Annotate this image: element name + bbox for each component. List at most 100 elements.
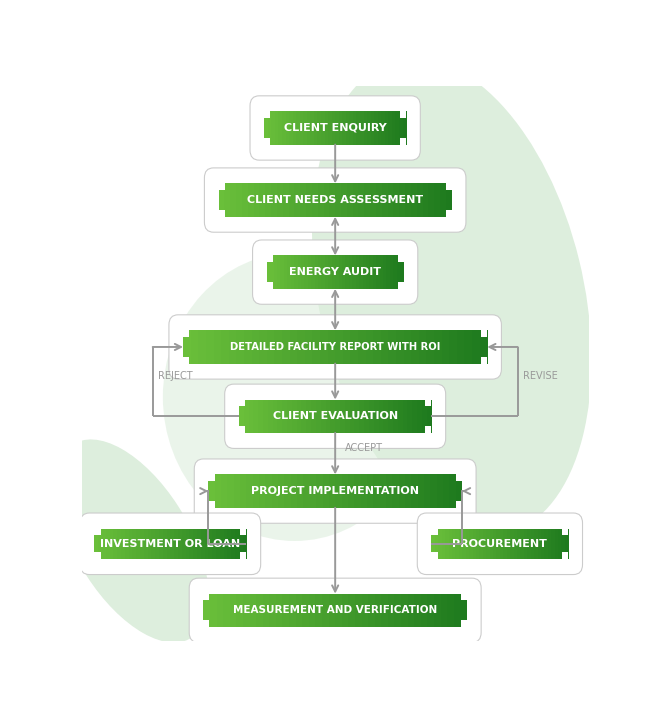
Bar xyxy=(356,256,360,289)
Bar xyxy=(440,184,447,217)
Bar xyxy=(270,256,274,289)
Bar xyxy=(434,594,441,627)
Bar xyxy=(507,528,511,559)
Bar xyxy=(530,528,534,559)
Bar xyxy=(221,474,228,508)
Bar xyxy=(354,474,361,508)
Bar xyxy=(282,112,286,145)
Bar xyxy=(113,528,118,559)
Bar xyxy=(294,256,298,289)
Bar xyxy=(376,256,380,289)
Bar xyxy=(125,528,129,559)
Bar xyxy=(399,112,403,145)
Bar xyxy=(432,528,438,535)
Bar xyxy=(396,112,400,145)
Bar xyxy=(110,528,114,559)
Bar xyxy=(562,528,568,535)
Bar xyxy=(328,594,336,627)
Bar xyxy=(315,256,318,289)
Bar xyxy=(244,400,249,433)
Bar xyxy=(544,528,548,559)
Bar xyxy=(534,528,538,559)
Bar xyxy=(350,400,355,433)
Bar xyxy=(289,112,293,145)
Bar xyxy=(307,112,311,145)
Bar xyxy=(310,474,317,508)
Bar xyxy=(345,256,349,289)
Bar xyxy=(267,282,273,289)
Bar xyxy=(242,184,249,217)
Bar xyxy=(279,112,283,145)
Bar xyxy=(228,528,232,559)
Bar xyxy=(317,112,322,145)
Bar xyxy=(297,474,304,508)
Bar xyxy=(312,184,318,217)
Bar xyxy=(230,184,237,217)
Bar xyxy=(455,528,459,559)
Bar xyxy=(339,256,343,289)
Bar xyxy=(276,594,283,627)
Bar xyxy=(209,474,215,481)
Bar xyxy=(267,400,273,433)
Bar xyxy=(324,184,330,217)
Text: MEASUREMENT AND VERIFICATION: MEASUREMENT AND VERIFICATION xyxy=(233,606,438,616)
Bar xyxy=(332,256,336,289)
Text: ENERGY AUDIT: ENERGY AUDIT xyxy=(289,267,381,277)
Bar xyxy=(367,112,371,145)
Bar xyxy=(446,184,453,217)
Bar xyxy=(368,594,375,627)
Bar xyxy=(191,330,199,364)
Bar xyxy=(385,112,389,145)
Bar xyxy=(322,474,330,508)
Bar xyxy=(205,528,209,559)
Bar xyxy=(239,400,244,433)
Bar xyxy=(375,594,382,627)
Bar xyxy=(351,330,358,364)
Bar xyxy=(473,528,477,559)
Bar xyxy=(426,400,432,433)
Bar xyxy=(411,330,419,364)
Bar xyxy=(388,594,395,627)
Bar xyxy=(342,112,347,145)
Bar xyxy=(472,330,480,364)
Bar xyxy=(383,400,388,433)
Text: CLIENT EVALUATION: CLIENT EVALUATION xyxy=(273,411,398,421)
Bar xyxy=(213,528,216,559)
Bar xyxy=(320,330,328,364)
Bar xyxy=(392,474,399,508)
Bar xyxy=(136,528,141,559)
Bar xyxy=(404,330,412,364)
Text: DETAILED FACILITY REPORT WITH ROI: DETAILED FACILITY REPORT WITH ROI xyxy=(230,342,440,352)
Text: ACCEPT: ACCEPT xyxy=(345,443,383,453)
Bar xyxy=(284,256,288,289)
Bar xyxy=(565,528,569,559)
Bar xyxy=(388,400,394,433)
Bar xyxy=(311,256,315,289)
Bar xyxy=(407,594,415,627)
Bar xyxy=(148,528,152,559)
Bar xyxy=(316,400,321,433)
Bar xyxy=(428,184,435,217)
Bar xyxy=(300,112,303,145)
Bar xyxy=(318,184,324,217)
Bar xyxy=(411,184,417,217)
Bar xyxy=(277,400,283,433)
Bar xyxy=(330,184,336,217)
Bar xyxy=(287,400,292,433)
Text: PROJECT IMPLEMENTATION: PROJECT IMPLEMENTATION xyxy=(251,486,419,496)
Bar xyxy=(229,330,237,364)
Bar xyxy=(426,330,434,364)
Bar xyxy=(393,256,397,289)
Bar xyxy=(349,256,353,289)
Bar xyxy=(405,474,412,508)
Bar xyxy=(266,474,272,508)
Bar xyxy=(364,112,368,145)
Bar xyxy=(479,330,488,364)
Bar xyxy=(364,184,371,217)
Bar xyxy=(562,528,566,559)
Bar xyxy=(281,256,284,289)
Bar xyxy=(260,184,266,217)
Bar xyxy=(449,474,456,508)
Bar xyxy=(300,184,307,217)
Bar xyxy=(388,112,392,145)
